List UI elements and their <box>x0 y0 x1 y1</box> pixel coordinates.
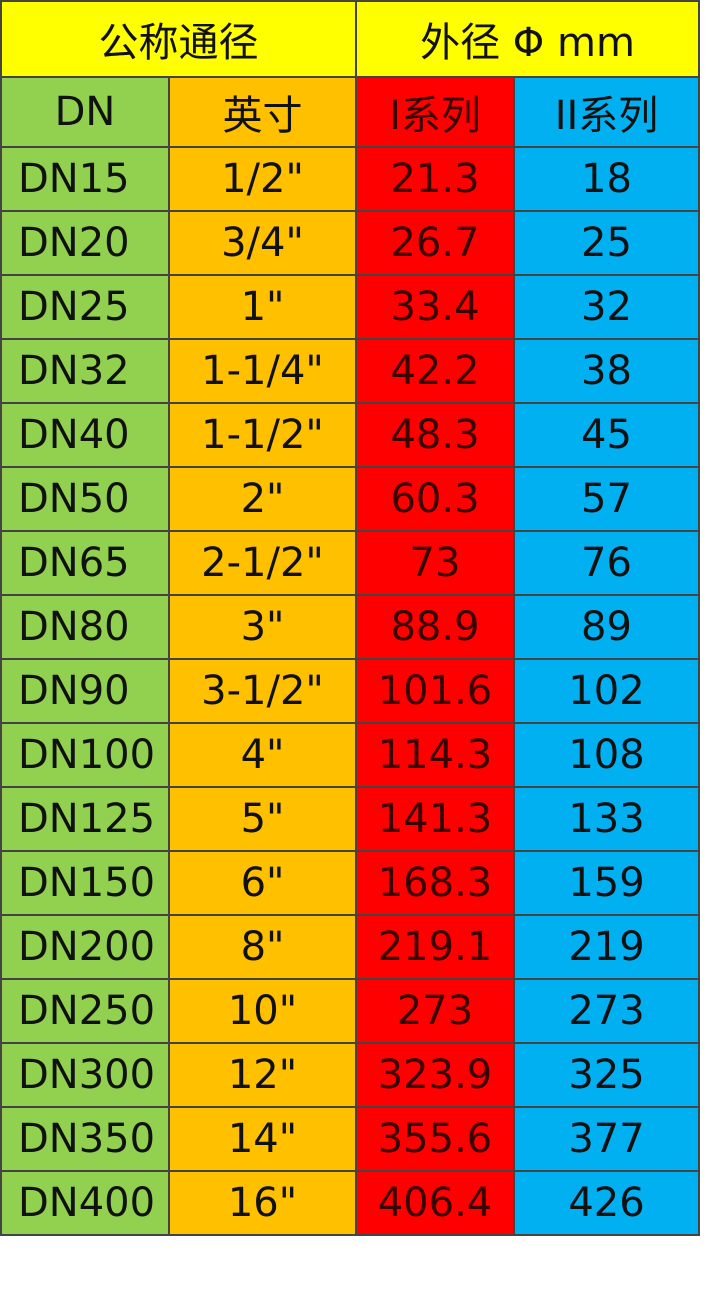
column-header: 英寸 <box>168 76 357 148</box>
column-header: DN <box>0 76 170 148</box>
cell: 168.3 <box>355 850 515 916</box>
cell: DN400 <box>0 1170 170 1236</box>
cell: 3" <box>168 594 357 660</box>
cell: 325 <box>513 1042 700 1108</box>
cell: 355.6 <box>355 1106 515 1172</box>
cell: 2" <box>168 466 357 532</box>
group-header: 外径 Φ mm <box>355 0 700 78</box>
cell: 73 <box>355 530 515 596</box>
cell: 2-1/2" <box>168 530 357 596</box>
cell: DN25 <box>0 274 170 340</box>
cell: DN65 <box>0 530 170 596</box>
cell: 42.2 <box>355 338 515 404</box>
cell: DN32 <box>0 338 170 404</box>
cell: 10" <box>168 978 357 1044</box>
cell: 12" <box>168 1042 357 1108</box>
group-header: 公称通径 <box>0 0 357 78</box>
cell: 1/2" <box>168 146 357 212</box>
cell: DN15 <box>0 146 170 212</box>
data-row: DN90 3-1/2" 101.6 102 <box>0 658 700 724</box>
cell: DN150 <box>0 850 170 916</box>
data-row: DN100 4" 114.3 108 <box>0 722 700 788</box>
cell: 8" <box>168 914 357 980</box>
cell: 133 <box>513 786 700 852</box>
cell: DN100 <box>0 722 170 788</box>
cell: 16" <box>168 1170 357 1236</box>
cell: DN300 <box>0 1042 170 1108</box>
data-row: DN15 1/2" 21.3 18 <box>0 146 700 212</box>
cell: 88.9 <box>355 594 515 660</box>
data-row: DN125 5" 141.3 133 <box>0 786 700 852</box>
cell: 38 <box>513 338 700 404</box>
data-row: DN80 3" 88.9 89 <box>0 594 700 660</box>
cell: 426 <box>513 1170 700 1236</box>
column-header: II系列 <box>513 76 700 148</box>
data-row: DN200 8" 219.1 219 <box>0 914 700 980</box>
cell: DN90 <box>0 658 170 724</box>
cell: DN80 <box>0 594 170 660</box>
cell: 76 <box>513 530 700 596</box>
column-header-row: DN 英寸 I系列 II系列 <box>0 76 700 148</box>
cell: 6" <box>168 850 357 916</box>
cell: 323.9 <box>355 1042 515 1108</box>
cell: 102 <box>513 658 700 724</box>
cell: DN125 <box>0 786 170 852</box>
cell: 108 <box>513 722 700 788</box>
cell: 141.3 <box>355 786 515 852</box>
data-row: DN250 10" 273 273 <box>0 978 700 1044</box>
cell: 57 <box>513 466 700 532</box>
data-row: DN40 1-1/2" 48.3 45 <box>0 402 700 468</box>
cell: 21.3 <box>355 146 515 212</box>
cell: 219 <box>513 914 700 980</box>
cell: 114.3 <box>355 722 515 788</box>
cell: 3-1/2" <box>168 658 357 724</box>
data-row: DN25 1" 33.4 32 <box>0 274 700 340</box>
cell: DN40 <box>0 402 170 468</box>
table-body: 公称通径 外径 Φ mm DN 英寸 I系列 II系列 DN15 1/2" 21.3… <box>0 0 700 1236</box>
cell: 1" <box>168 274 357 340</box>
cell: 159 <box>513 850 700 916</box>
data-row: DN32 1-1/4" 42.2 38 <box>0 338 700 404</box>
data-row: DN50 2" 60.3 57 <box>0 466 700 532</box>
cell: 26.7 <box>355 210 515 276</box>
cell: 377 <box>513 1106 700 1172</box>
cell: 219.1 <box>355 914 515 980</box>
data-row: DN400 16" 406.4 426 <box>0 1170 700 1236</box>
cell: 25 <box>513 210 700 276</box>
cell: DN250 <box>0 978 170 1044</box>
cell: 48.3 <box>355 402 515 468</box>
cell: 1-1/2" <box>168 402 357 468</box>
cell: 32 <box>513 274 700 340</box>
group-header-row: 公称通径 外径 Φ mm <box>0 0 700 78</box>
cell: 1-1/4" <box>168 338 357 404</box>
cell: 60.3 <box>355 466 515 532</box>
pipe-size-table: 公称通径 外径 Φ mm DN 英寸 I系列 II系列 DN15 1/2" 21.3… <box>0 0 700 1236</box>
cell: 5" <box>168 786 357 852</box>
cell: 101.6 <box>355 658 515 724</box>
data-row: DN20 3/4" 26.7 25 <box>0 210 700 276</box>
cell: 18 <box>513 146 700 212</box>
cell: 3/4" <box>168 210 357 276</box>
cell: 89 <box>513 594 700 660</box>
cell: DN350 <box>0 1106 170 1172</box>
data-row: DN65 2-1/2" 73 76 <box>0 530 700 596</box>
cell: 4" <box>168 722 357 788</box>
cell: DN200 <box>0 914 170 980</box>
column-header: I系列 <box>355 76 515 148</box>
cell: 33.4 <box>355 274 515 340</box>
cell: 273 <box>355 978 515 1044</box>
data-row: DN300 12" 323.9 325 <box>0 1042 700 1108</box>
cell: DN50 <box>0 466 170 532</box>
cell: 273 <box>513 978 700 1044</box>
cell: 14" <box>168 1106 357 1172</box>
cell: 45 <box>513 402 700 468</box>
data-row: DN350 14" 355.6 377 <box>0 1106 700 1172</box>
cell: DN20 <box>0 210 170 276</box>
data-row: DN150 6" 168.3 159 <box>0 850 700 916</box>
cell: 406.4 <box>355 1170 515 1236</box>
